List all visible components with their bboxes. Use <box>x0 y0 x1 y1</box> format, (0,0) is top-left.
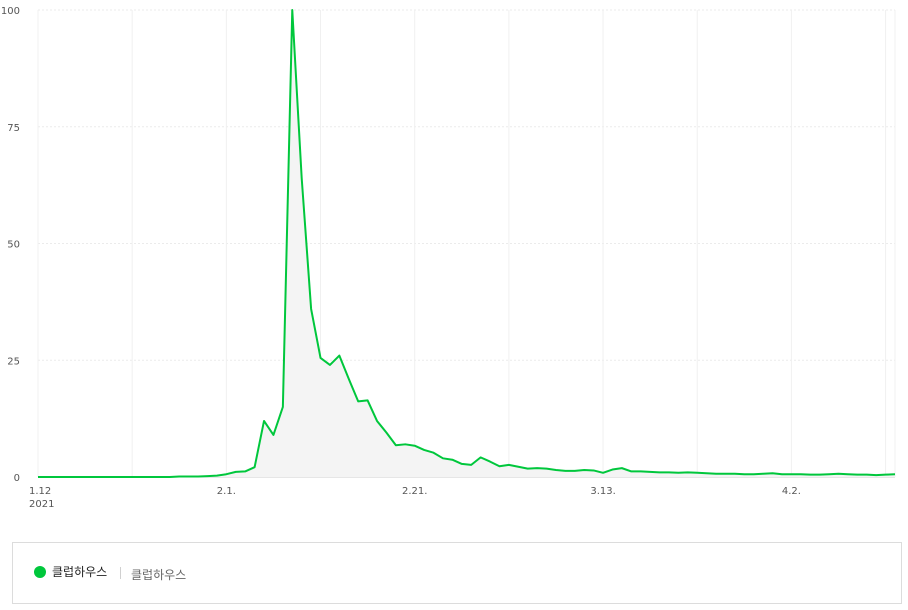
x-tick-label: 2.21. <box>402 486 427 497</box>
x-axis-year-label: 2021 <box>29 499 54 510</box>
legend-marker-icon <box>34 566 46 578</box>
legend-series-label[interactable]: 클럽하우스 <box>52 565 108 579</box>
legend: 클럽하우스 클럽하우스 <box>12 542 902 604</box>
legend-divider <box>120 567 121 579</box>
x-tick-label: 2.1. <box>217 486 236 497</box>
y-tick-label: 25 <box>7 356 20 367</box>
line-chart: 0 25 50 75 100 1.12 2.1. 2.21. 3.13. 4.2. 2021 <box>1 6 896 510</box>
y-tick-label: 0 <box>14 473 20 484</box>
grid-lines <box>37 9 896 478</box>
y-tick-label: 50 <box>7 240 20 251</box>
series-line <box>38 9 896 478</box>
x-tick-label: 1.12 <box>29 486 51 497</box>
legend-series-sublabel: 클럽하우스 <box>131 568 187 582</box>
y-tick-label: 75 <box>7 123 20 134</box>
x-axis-ticks: 1.12 2.1. 2.21. 3.13. 4.2. <box>29 486 801 497</box>
x-tick-label: 3.13. <box>590 486 615 497</box>
x-tick-label: 4.2. <box>782 486 801 497</box>
y-axis-ticks: 0 25 50 75 100 <box>1 6 20 484</box>
y-tick-label: 100 <box>1 6 20 17</box>
